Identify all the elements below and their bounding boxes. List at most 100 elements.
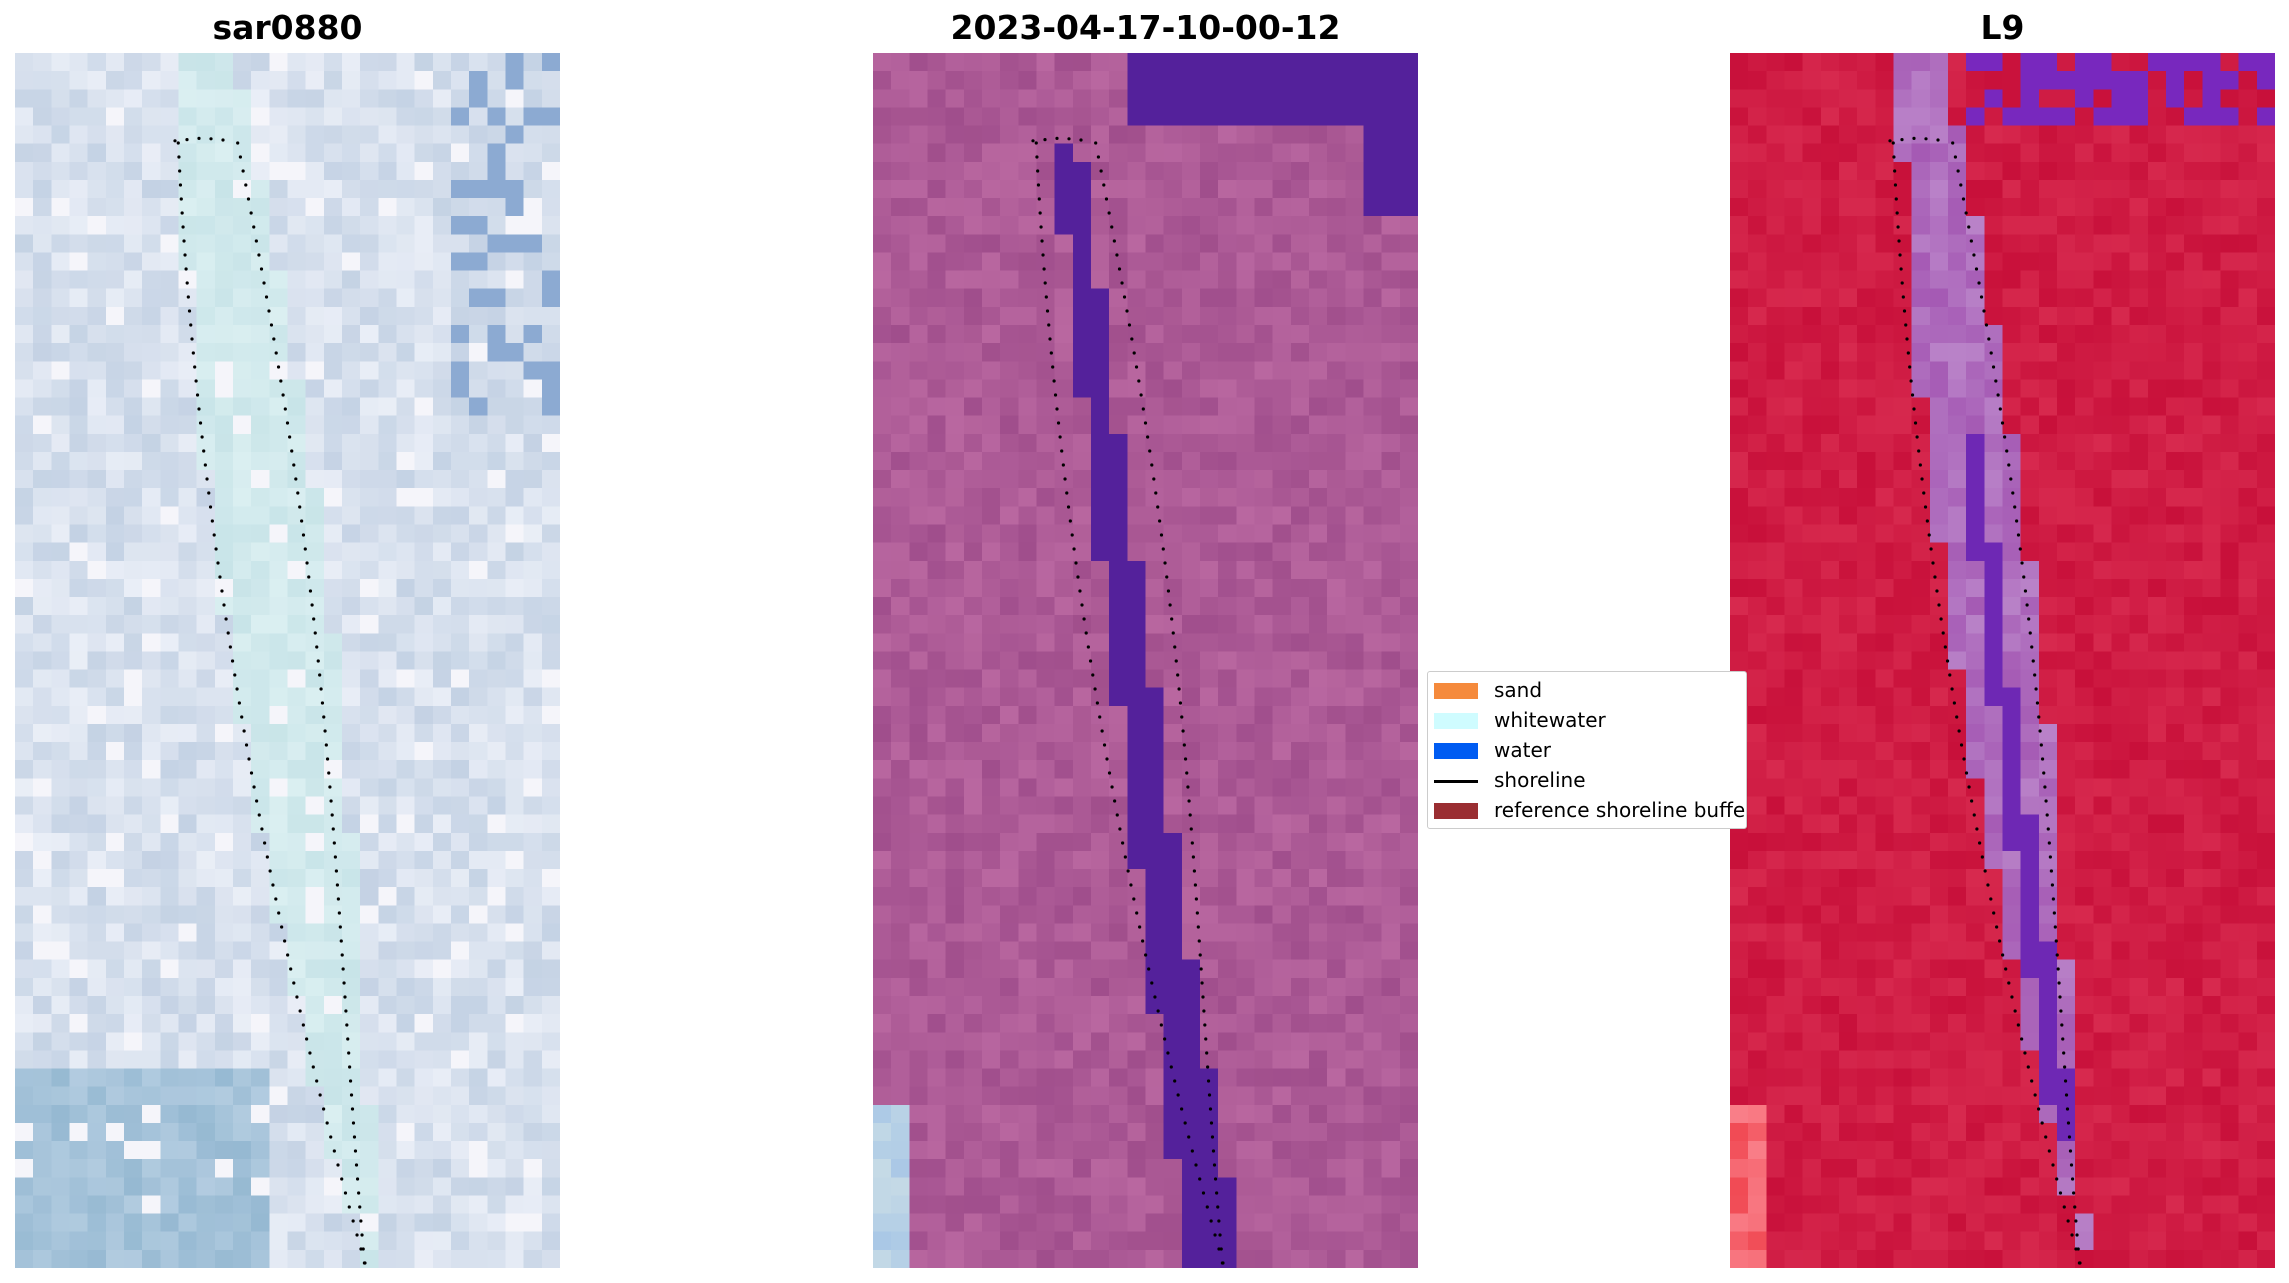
shoreline-dot: [1218, 1233, 1222, 1237]
shoreline-dot: [1182, 743, 1186, 747]
shoreline-dot: [1098, 715, 1102, 719]
shoreline-dot: [230, 659, 235, 663]
shoreline-dot: [295, 995, 299, 999]
shoreline-dot: [242, 729, 246, 733]
shoreline-dot: [1194, 897, 1198, 901]
shoreline-dot: [2001, 953, 2005, 957]
shoreline-dot: [2033, 673, 2037, 677]
shoreline-dot: [1058, 435, 1062, 439]
shoreline-dot: [1150, 981, 1154, 985]
shoreline-dot: [301, 1023, 305, 1027]
shoreline-dot: [1176, 673, 1180, 677]
shoreline-dot: [1210, 1135, 1215, 1139]
shoreline-dot: [1902, 309, 1907, 313]
shoreline-dot: [359, 1247, 363, 1251]
shoreline-dot: [1141, 407, 1145, 411]
classified-image-raster: [873, 53, 1418, 1268]
shoreline-dot: [1180, 715, 1184, 719]
shoreline-dot: [1049, 351, 1053, 355]
shoreline-dot: [303, 547, 307, 551]
shoreline-dot: [226, 631, 230, 635]
shoreline-dot: [2052, 911, 2056, 915]
shoreline-dot: [189, 323, 193, 327]
shoreline-dot: [2072, 1191, 2076, 1195]
shoreline-dot: [2059, 1009, 2063, 1013]
shoreline-dot: [334, 869, 338, 873]
shoreline-dot: [1893, 169, 1897, 173]
shoreline-dot: [1079, 138, 1083, 142]
shoreline-dot: [1121, 841, 1125, 845]
shoreline-dot: [268, 869, 272, 873]
shoreline-dot: [331, 827, 335, 831]
shoreline-dot: [178, 169, 182, 173]
shoreline-dot: [210, 519, 214, 523]
shoreline-dot: [2066, 1121, 2071, 1125]
shoreline-dot: [2005, 449, 2009, 453]
shoreline-dot: [308, 589, 313, 593]
shoreline-dot: [1177, 687, 1181, 691]
shoreline-dot: [1925, 519, 1929, 523]
shoreline-dot: [351, 1121, 356, 1125]
shoreline-dot: [195, 393, 200, 397]
shoreline-dot: [2039, 743, 2043, 747]
shoreline-dot: [1935, 589, 1939, 593]
shoreline-dot: [1135, 911, 1139, 915]
shoreline-dot: [246, 197, 251, 201]
shoreline-dot: [1959, 743, 1964, 747]
shoreline-dot: [1048, 337, 1052, 341]
shoreline-dot: [352, 1135, 357, 1139]
shoreline-dot: [1998, 939, 2002, 943]
shoreline-dot: [1186, 785, 1190, 789]
shoreline-dot: [2040, 757, 2045, 761]
shoreline-dot: [1964, 771, 1969, 775]
shoreline-dot: [344, 1009, 348, 1013]
shoreline-dot: [1948, 673, 1952, 677]
shoreline-dot: [1163, 561, 1167, 565]
shoreline-dot: [1217, 1247, 1221, 1251]
shoreline-dot: [1041, 253, 1045, 257]
shoreline-dot: [1080, 603, 1084, 607]
shoreline-dot: [2011, 491, 2015, 495]
shoreline-dot: [2061, 1037, 2065, 1041]
shoreline-dot: [197, 136, 201, 140]
shoreline-dot: [1209, 1121, 1214, 1125]
shoreline-dot: [2077, 1261, 2082, 1265]
shoreline-dot: [1983, 869, 1987, 873]
shoreline-dot: [336, 1163, 340, 1167]
shoreline-dot: [1084, 631, 1088, 635]
shoreline-dot: [178, 183, 183, 187]
shoreline-dot: [1995, 925, 1999, 929]
shoreline-dot: [292, 981, 296, 985]
shoreline-dot: [1129, 883, 1133, 887]
shoreline-dot: [2075, 1233, 2079, 1237]
shoreline-dot: [2073, 1205, 2077, 1209]
shoreline-dot: [1937, 603, 1941, 607]
shoreline-dot: [1158, 519, 1162, 523]
shoreline-dot: [1899, 267, 1903, 271]
shoreline-dot: [2074, 1247, 2078, 1251]
shoreline-dot: [1994, 379, 1998, 383]
shoreline-dot: [194, 379, 198, 383]
shoreline-dot: [354, 1163, 359, 1167]
shoreline-dot: [264, 295, 269, 299]
shoreline-dot: [1201, 995, 1205, 999]
shoreline-dot: [2048, 855, 2052, 859]
shoreline-dot: [323, 729, 327, 733]
rgb-image-panel: [15, 53, 560, 1268]
shoreline-dot: [186, 295, 190, 299]
legend-item-sand: sand: [1428, 677, 1746, 703]
shoreline-dot: [1039, 225, 1043, 229]
water-swatch: [1434, 743, 1478, 759]
shoreline-dot: [2015, 519, 2019, 523]
shoreline-dot: [1910, 393, 1915, 397]
shoreline-dot: [2060, 1023, 2064, 1027]
shoreline-dot: [197, 407, 201, 411]
shoreline-dot: [235, 687, 239, 691]
shoreline-dot: [1198, 953, 1202, 957]
shoreline-dot: [1115, 813, 1119, 817]
shoreline-dot: [1929, 547, 1933, 551]
shoreline-dot: [308, 1051, 312, 1055]
shoreline-dot: [252, 785, 256, 789]
shoreline-dot: [185, 281, 189, 285]
shoreline-dot: [283, 407, 287, 411]
